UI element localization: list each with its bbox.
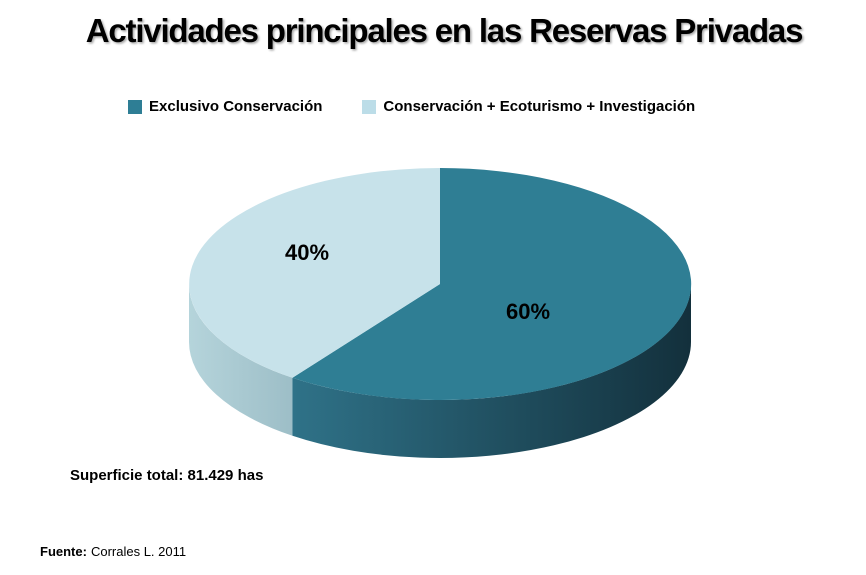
slice-label-40: 40%	[285, 240, 330, 265]
legend-label: Conservación + Ecoturismo + Investigació…	[383, 98, 696, 115]
legend: Exclusivo Conservación Conservación + Ec…	[128, 98, 695, 115]
chart-title: Actividades principales en las Reservas …	[85, 12, 804, 49]
legend-item-exclusivo-conservacion: Exclusivo Conservación	[128, 98, 322, 115]
source-label: Fuente:	[40, 544, 87, 559]
legend-item-conservacion-ecoturismo-investigacion: Conservación + Ecoturismo + Investigació…	[362, 98, 695, 115]
legend-swatch-light-icon	[362, 99, 377, 114]
source-line: Fuente: Corrales L. 2011	[40, 544, 186, 559]
source-value: Corrales L. 2011	[90, 544, 187, 559]
superficie-total-annotation: Superficie total: 81.429 has	[70, 467, 264, 484]
slice-label-60: 60%	[506, 299, 551, 324]
legend-swatch-dark-icon	[128, 99, 142, 114]
legend-label: Exclusivo Conservación	[149, 98, 323, 115]
